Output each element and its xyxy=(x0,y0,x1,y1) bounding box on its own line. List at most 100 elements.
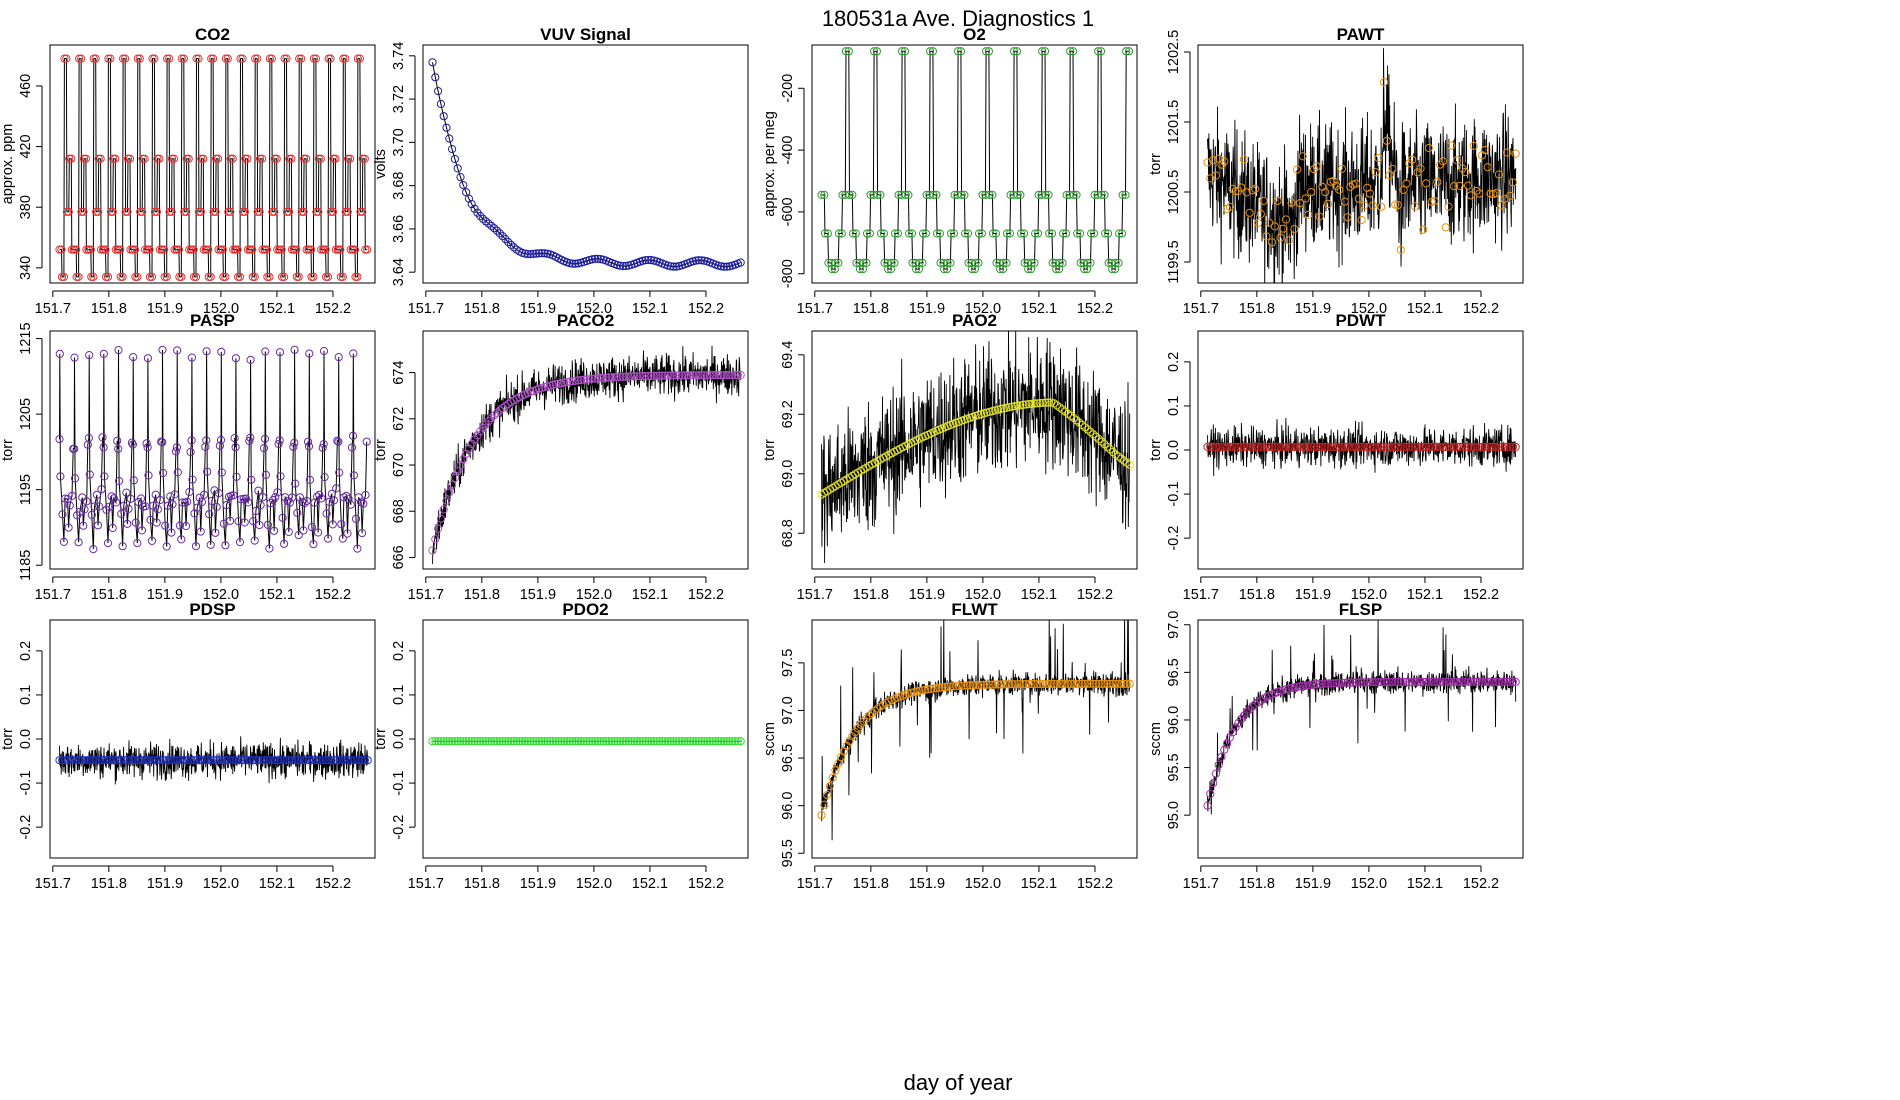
data-point xyxy=(825,782,835,791)
data-point xyxy=(150,207,159,216)
data-point xyxy=(1251,442,1260,451)
data-point xyxy=(604,737,614,746)
data-point xyxy=(719,262,729,271)
data-point xyxy=(996,265,1005,274)
data-point xyxy=(459,181,468,190)
data-point xyxy=(188,475,197,484)
data-point xyxy=(349,756,358,765)
data-point xyxy=(197,497,206,507)
data-point xyxy=(265,544,274,553)
data-point xyxy=(91,54,100,63)
data-point xyxy=(155,154,164,163)
data-point xyxy=(62,54,71,63)
data-point xyxy=(265,272,274,281)
data-point xyxy=(196,527,205,536)
data-point xyxy=(1245,208,1254,217)
data-point xyxy=(506,737,516,746)
data-point xyxy=(129,476,138,485)
y-axis-label: sccm xyxy=(762,722,778,756)
data-point xyxy=(1270,222,1279,231)
data-point xyxy=(212,502,221,511)
data-point xyxy=(87,510,96,520)
data-point xyxy=(946,258,955,267)
data-point xyxy=(1441,223,1450,232)
x-tick-label: 152.1 xyxy=(259,301,295,317)
data-point xyxy=(159,468,168,478)
data-point xyxy=(607,373,616,382)
data-point xyxy=(873,704,882,713)
data-point xyxy=(1340,197,1349,206)
data-point xyxy=(1304,681,1313,690)
data-point xyxy=(817,190,826,199)
data-point xyxy=(1489,677,1498,687)
data-point xyxy=(1059,229,1068,238)
data-point xyxy=(173,468,182,477)
data-point xyxy=(1360,201,1369,210)
data-point xyxy=(248,245,257,254)
data-point xyxy=(332,756,341,765)
data-point xyxy=(223,756,232,765)
data-point xyxy=(93,521,103,530)
data-point xyxy=(728,370,737,380)
data-point xyxy=(1506,191,1515,200)
data-point xyxy=(1335,442,1344,451)
data-point xyxy=(914,265,924,274)
data-point xyxy=(621,261,630,271)
data-point xyxy=(290,438,299,447)
data-point xyxy=(1433,442,1442,451)
y-tick-label: -0.1 xyxy=(1166,482,1182,507)
data-point xyxy=(290,756,299,765)
data-point xyxy=(307,756,316,765)
data-point xyxy=(1497,442,1506,451)
data-point xyxy=(940,265,949,274)
data-point xyxy=(476,211,485,221)
data-point xyxy=(700,737,709,746)
data-point xyxy=(1326,679,1335,688)
data-point xyxy=(683,737,692,746)
data-point xyxy=(1016,190,1025,199)
data-point xyxy=(638,256,647,265)
data-point xyxy=(579,375,588,384)
data-point xyxy=(206,272,215,281)
data-point xyxy=(333,436,342,445)
raw-trace xyxy=(1207,620,1517,815)
data-point xyxy=(492,737,502,746)
data-point xyxy=(282,207,292,216)
data-point xyxy=(1050,399,1059,408)
data-point xyxy=(1027,679,1036,689)
data-point xyxy=(436,737,445,746)
data-point xyxy=(691,256,701,265)
data-point xyxy=(1458,442,1467,451)
data-point xyxy=(1223,204,1232,214)
data-point xyxy=(1307,442,1316,451)
data-point xyxy=(1492,677,1501,687)
y-tick-label: 0.0 xyxy=(1166,440,1182,460)
data-point xyxy=(509,243,518,252)
data-point xyxy=(689,371,698,380)
data-point xyxy=(233,245,242,254)
data-point xyxy=(579,737,588,746)
data-point xyxy=(338,534,347,543)
data-point xyxy=(64,207,73,216)
data-point xyxy=(859,258,868,267)
data-point xyxy=(316,756,325,765)
data-point xyxy=(876,190,885,199)
data-point xyxy=(103,272,113,281)
y-tick-label: 1200.5 xyxy=(1166,170,1182,214)
data-point xyxy=(1441,442,1450,451)
x-tick-label: 151.9 xyxy=(520,301,556,317)
data-point xyxy=(506,240,516,249)
data-point xyxy=(445,737,454,746)
data-point xyxy=(862,258,871,267)
data-point xyxy=(1122,679,1132,688)
plot-frame xyxy=(49,619,376,859)
data-point xyxy=(324,534,333,543)
data-point xyxy=(982,680,991,689)
data-point xyxy=(246,245,255,254)
data-point xyxy=(534,249,544,258)
data-point xyxy=(75,507,84,516)
data-point xyxy=(1424,442,1434,451)
data-point xyxy=(211,207,220,216)
